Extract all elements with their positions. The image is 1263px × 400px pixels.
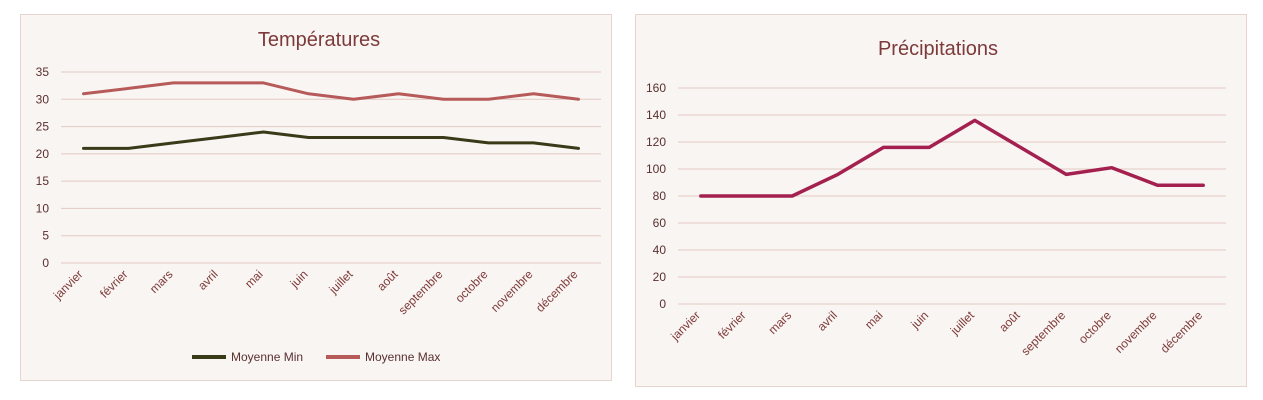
legend-label: Moyenne Min xyxy=(231,350,303,364)
y-tick-label: 80 xyxy=(653,189,667,203)
y-tick-label: 140 xyxy=(646,108,666,122)
x-tick-label: septembre xyxy=(396,267,446,317)
x-tick-label: mai xyxy=(242,267,266,291)
precipitation-chart: Précipitations 0 20 40 60 80 100 120 140 160 janv… xyxy=(646,38,1226,358)
x-tick-label: décembre xyxy=(533,267,581,315)
chart-title: Températures xyxy=(258,29,380,51)
series-line xyxy=(699,118,1205,198)
y-tick-label: 10 xyxy=(36,201,50,215)
x-tick-label: mai xyxy=(862,308,886,332)
y-tick-label: 60 xyxy=(653,216,667,230)
y-tick-label: 20 xyxy=(653,270,667,284)
y-tick-label: 0 xyxy=(659,297,666,311)
x-tick-label: avril xyxy=(814,308,839,333)
x-tick-label: juin xyxy=(907,308,931,332)
x-tick-label: août xyxy=(996,308,1023,335)
x-tick-label: février xyxy=(715,308,748,341)
x-tick-label: octobre xyxy=(1076,308,1114,346)
series-line xyxy=(82,130,580,150)
x-tick-label: juillet xyxy=(326,267,356,297)
y-tick-label: 0 xyxy=(42,256,49,270)
precipitation-chart-panel: Précipitations 0 20 40 60 80 100 120 140 160 janv… xyxy=(635,14,1247,387)
x-tick-label: juillet xyxy=(947,308,977,338)
x-tick-label: mars xyxy=(766,308,795,337)
series-line xyxy=(82,81,580,101)
chart-title: Précipitations xyxy=(878,38,998,60)
y-tick-label: 120 xyxy=(646,135,666,149)
x-tick-label: décembre xyxy=(1158,308,1206,356)
y-tick-label: 100 xyxy=(646,162,666,176)
temperature-chart: Températures 0 5 10 15 20 25 30 35 janvier févrie… xyxy=(36,29,601,364)
y-tick-label: 160 xyxy=(646,81,666,95)
x-tick-label: août xyxy=(374,267,401,294)
x-tick-label: avril xyxy=(195,267,220,292)
y-tick-label: 30 xyxy=(36,92,50,106)
x-tick-label: novembre xyxy=(1112,308,1160,356)
y-tick-label: 25 xyxy=(36,120,50,134)
x-tick-label: septembre xyxy=(1018,308,1068,358)
x-tick-label: janvier xyxy=(50,267,86,303)
y-tick-label: 5 xyxy=(42,229,49,243)
x-tick-label: juin xyxy=(287,267,311,291)
x-tick-label: février xyxy=(97,267,130,300)
x-tick-label: novembre xyxy=(488,267,536,315)
temperature-chart-panel: Températures 0 5 10 15 20 25 30 35 janvier févrie… xyxy=(20,14,612,381)
y-tick-label: 15 xyxy=(36,174,50,188)
y-tick-label: 35 xyxy=(36,65,50,79)
legend-label: Moyenne Max xyxy=(365,350,440,364)
x-tick-label: mars xyxy=(147,267,176,296)
x-tick-label: octobre xyxy=(452,267,490,305)
y-tick-label: 20 xyxy=(36,147,50,161)
x-tick-label: janvier xyxy=(667,308,703,344)
y-tick-label: 40 xyxy=(653,243,667,257)
